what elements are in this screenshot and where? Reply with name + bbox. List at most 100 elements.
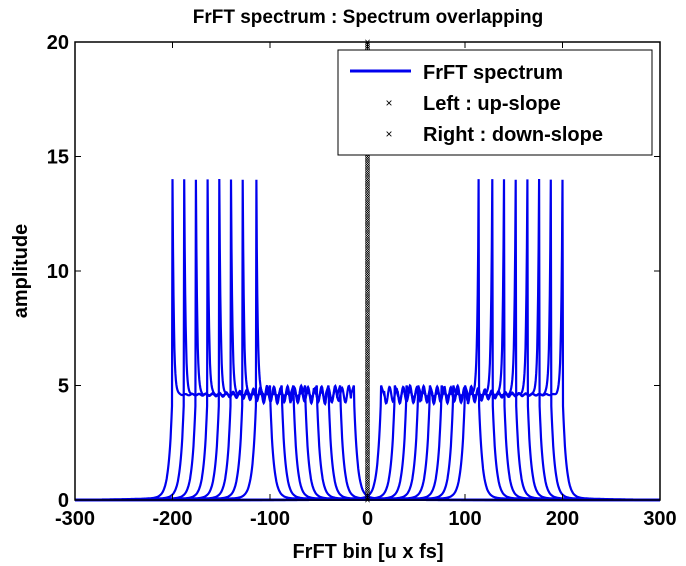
slope-marker xyxy=(365,218,370,224)
slope-marker xyxy=(365,282,370,288)
slope-marker xyxy=(365,470,370,475)
slope-marker xyxy=(365,158,370,164)
slope-marker xyxy=(365,172,370,178)
slope-marker xyxy=(365,421,370,427)
slope-marker xyxy=(365,364,370,370)
slope-marker xyxy=(365,277,370,283)
slope-marker xyxy=(365,209,370,214)
slope-marker xyxy=(365,433,370,439)
x-tick-label: -300 xyxy=(55,508,95,530)
slope-marker xyxy=(365,380,370,386)
slope-marker xyxy=(365,312,370,317)
slope-marker xyxy=(365,241,370,246)
slope-marker xyxy=(365,431,370,437)
slope-marker xyxy=(365,225,370,230)
slope-marker xyxy=(365,238,370,244)
slope-marker xyxy=(365,293,370,299)
slope-marker xyxy=(365,263,370,269)
slope-marker xyxy=(365,399,370,404)
slope-marker xyxy=(365,160,370,166)
slope-marker xyxy=(365,449,370,455)
slope-marker xyxy=(365,383,370,388)
slope-marker xyxy=(365,183,370,189)
x-tick-label: 200 xyxy=(546,508,579,530)
slope-marker xyxy=(365,188,370,194)
slope-marker xyxy=(365,247,370,253)
legend-label-frft-spectrum: FrFT spectrum xyxy=(423,62,563,84)
slope-marker xyxy=(365,367,370,372)
slope-marker xyxy=(365,337,370,343)
slope-marker xyxy=(365,250,370,256)
slope-marker xyxy=(365,291,370,297)
slope-marker xyxy=(365,195,370,201)
slope-marker xyxy=(365,442,370,448)
slope-marker xyxy=(365,270,370,276)
slope-marker xyxy=(365,206,370,212)
slope-marker xyxy=(365,318,370,324)
slope-marker xyxy=(365,334,370,340)
slope-marker xyxy=(365,300,370,306)
slope-marker xyxy=(365,176,370,182)
slope-marker xyxy=(365,190,370,196)
slope-marker xyxy=(365,204,370,210)
slope-marker xyxy=(365,472,370,478)
slope-marker xyxy=(365,488,370,494)
slope-marker xyxy=(365,371,370,377)
slope-marker xyxy=(365,330,370,336)
slope-marker xyxy=(365,323,370,329)
slope-marker xyxy=(365,424,370,430)
slope-marker xyxy=(365,254,370,260)
slope-marker xyxy=(365,451,370,457)
slope-marker xyxy=(365,348,370,354)
y-axis-title: amplitude xyxy=(10,224,32,318)
slope-marker xyxy=(365,392,370,398)
slope-marker xyxy=(365,199,370,205)
slope-marker xyxy=(365,197,370,203)
slope-marker xyxy=(365,467,370,473)
slope-marker xyxy=(365,410,370,416)
slope-marker xyxy=(365,220,370,226)
slope-marker xyxy=(365,481,370,487)
slope-marker xyxy=(365,389,370,395)
x-tick-label: 0 xyxy=(362,508,373,530)
slope-marker xyxy=(365,362,370,368)
slope-marker xyxy=(365,490,370,496)
slope-marker xyxy=(365,417,370,423)
slope-marker xyxy=(365,403,370,409)
y-tick-label: 5 xyxy=(58,376,69,398)
slope-marker xyxy=(365,261,370,267)
x-axis-title: FrFT bin [u x fs] xyxy=(292,541,443,563)
slope-marker xyxy=(365,259,370,265)
y-tick-label: 20 xyxy=(47,32,69,54)
slope-marker xyxy=(365,456,370,462)
slope-marker xyxy=(365,179,370,185)
slope-marker xyxy=(365,479,370,485)
slope-marker xyxy=(365,341,370,347)
slope-marker xyxy=(365,280,370,285)
slope-marker xyxy=(365,353,370,359)
slope-marker xyxy=(365,284,370,290)
slope-marker xyxy=(365,296,370,301)
slope-marker xyxy=(365,314,370,320)
slope-marker xyxy=(365,387,370,393)
axis-ticks: -300 -200 -100 0 100 200 300 0 5 10 15 20 xyxy=(47,32,677,530)
slope-marker xyxy=(365,438,370,443)
slope-marker xyxy=(365,245,370,251)
slope-marker xyxy=(365,350,370,356)
slope-marker xyxy=(365,378,370,384)
slope-marker xyxy=(365,396,370,402)
y-tick-label: 10 xyxy=(47,261,69,283)
slope-marker xyxy=(365,321,370,327)
slope-marker xyxy=(365,215,370,221)
slope-marker xyxy=(365,460,370,466)
slope-marker xyxy=(365,369,370,375)
slope-marker xyxy=(365,463,370,469)
slope-markers xyxy=(365,39,370,503)
slope-marker xyxy=(365,346,370,352)
x-tick-label: -100 xyxy=(250,508,290,530)
slope-marker xyxy=(365,266,370,272)
slope-marker xyxy=(365,483,370,489)
slope-marker xyxy=(365,447,370,453)
slope-marker xyxy=(365,428,370,434)
